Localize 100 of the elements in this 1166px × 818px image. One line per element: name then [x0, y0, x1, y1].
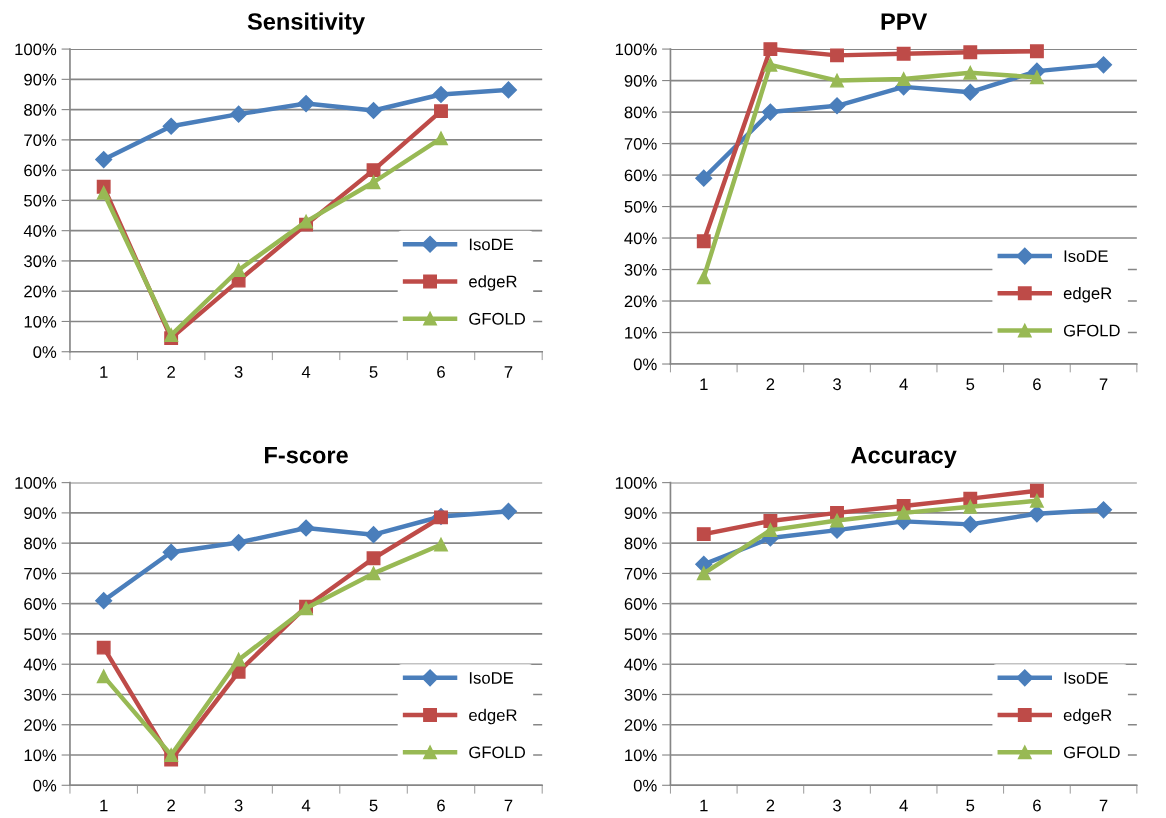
y-tick-label: 20% [24, 285, 57, 298]
point [95, 150, 113, 169]
x-tick-label: 4 [899, 378, 908, 390]
x-tick-label: 2 [766, 378, 775, 390]
point [164, 748, 179, 762]
point [162, 117, 180, 135]
point [896, 72, 911, 86]
y-tick-label: 40% [624, 658, 657, 671]
x-tick-label: 2 [167, 799, 175, 812]
point [366, 163, 381, 178]
y-tick-label: 80% [24, 537, 57, 550]
point [1028, 505, 1046, 523]
x-tick-label: 5 [966, 378, 975, 391]
y-tick-label: 20% [624, 295, 657, 308]
y-tick-label: 70% [624, 137, 657, 150]
y-tick-label: 100% [15, 43, 57, 56]
point [828, 97, 846, 115]
x-tick-label: 6 [437, 366, 445, 378]
point [963, 499, 978, 514]
y-tick-label: 50% [24, 628, 57, 641]
point [696, 234, 711, 249]
point [963, 65, 978, 80]
legend-label: IsoDE [469, 672, 514, 684]
y-tick-label: 60% [624, 598, 657, 610]
x-tick-label: 2 [167, 366, 175, 378]
x-tick-label: 3 [234, 799, 243, 812]
point [1094, 501, 1113, 519]
x-tick-label: 6 [437, 799, 445, 812]
point [763, 42, 778, 57]
y-tick-label: 90% [624, 507, 657, 520]
point [961, 515, 979, 533]
x-tick-label: 7 [1099, 799, 1108, 812]
y-tick-label: 30% [624, 263, 657, 276]
x-tick-label: 4 [301, 366, 311, 378]
point [963, 45, 978, 60]
legend-label: edgeR [469, 275, 517, 291]
chart-title: PPV [881, 13, 928, 30]
y-tick-label: 100% [615, 477, 657, 489]
point [297, 95, 315, 113]
point [96, 640, 111, 655]
y-tick-label: 70% [24, 567, 57, 580]
point [366, 566, 381, 581]
point [364, 526, 383, 544]
y-tick-label: 100% [615, 43, 657, 56]
point [231, 652, 246, 667]
point [696, 566, 711, 581]
x-tick-label: 5 [369, 366, 378, 378]
legend-label: edgeR [469, 708, 517, 725]
x-tick-label: 4 [899, 799, 908, 812]
point [231, 263, 246, 277]
point [297, 519, 315, 537]
legend-label: IsoDE [1064, 250, 1108, 263]
legend-label: edgeR [1063, 287, 1112, 303]
y-tick-label: 10% [625, 749, 657, 762]
legend-label: IsoDE [469, 238, 514, 251]
point [96, 185, 111, 200]
y-tick-label: 10% [24, 749, 57, 762]
y-tick-label: 20% [624, 719, 657, 731]
point [830, 73, 844, 88]
x-tick-label: 6 [1033, 799, 1041, 812]
y-tick-label: 30% [624, 688, 657, 701]
chart-title: Accuracy [851, 446, 957, 469]
point [230, 533, 248, 552]
y-tick-label: 90% [24, 507, 57, 520]
legend-label: GFOLD [1063, 324, 1120, 337]
x-tick-label: 7 [504, 799, 513, 812]
y-tick-label: 80% [24, 104, 57, 116]
y-tick-label: 100% [15, 477, 57, 489]
y-tick-label: 60% [24, 164, 57, 177]
x-tick-label: 1 [100, 366, 108, 378]
y-tick-label: 60% [24, 598, 57, 610]
y-tick-label: 10% [625, 326, 657, 339]
point [763, 57, 778, 72]
legend-label: edgeR [1063, 708, 1112, 725]
point [830, 513, 844, 528]
point [696, 527, 711, 542]
point [230, 105, 248, 123]
x-tick-label: 1 [700, 799, 708, 812]
y-tick-label: 50% [624, 628, 657, 641]
x-tick-label: 7 [504, 366, 513, 378]
y-tick-label: 60% [624, 169, 657, 182]
point [364, 101, 383, 120]
legend-label: IsoDE [1064, 672, 1108, 684]
point [95, 592, 113, 610]
point [366, 175, 381, 190]
legend-label: GFOLD [469, 312, 526, 325]
legend-label: GFOLD [1063, 746, 1120, 759]
x-tick-label: 1 [100, 799, 108, 812]
point [499, 81, 518, 99]
point [434, 131, 448, 146]
point [763, 514, 778, 529]
x-tick-label: 7 [1099, 378, 1108, 390]
point [696, 270, 711, 285]
y-tick-label: 40% [624, 232, 657, 245]
y-tick-label: 0% [633, 779, 657, 792]
x-tick-label: 3 [234, 366, 243, 378]
y-tick-label: 80% [624, 106, 657, 119]
x-tick-label: 4 [301, 799, 311, 812]
point [434, 104, 448, 119]
x-tick-label: 2 [766, 799, 775, 812]
